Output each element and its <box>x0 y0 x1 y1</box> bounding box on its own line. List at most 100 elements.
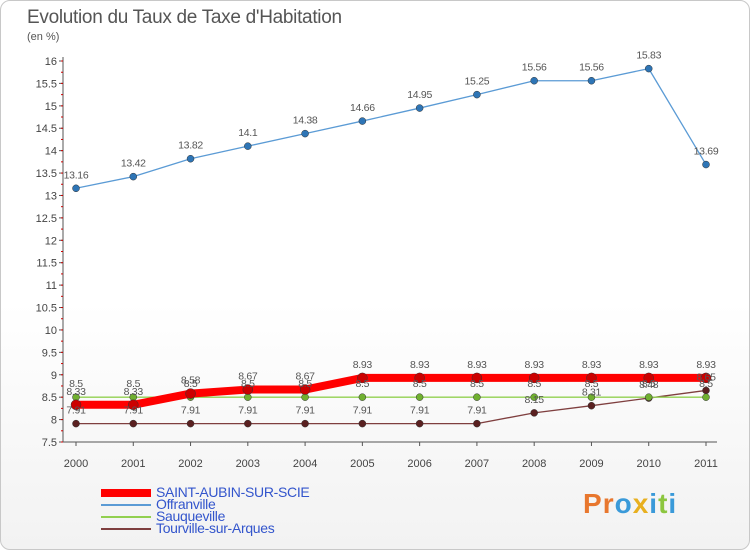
brand-letter: r <box>602 488 615 519</box>
data-point <box>702 160 710 169</box>
x-tick-label: 2007 <box>465 458 489 470</box>
x-tick-label: 2008 <box>522 458 546 470</box>
data-label: 8.93 <box>410 359 430 371</box>
y-tick-label: 12.5 <box>36 213 57 225</box>
data-point <box>72 184 80 193</box>
data-label: 13.42 <box>121 158 146 170</box>
y-tick-label: 11.5 <box>36 258 57 270</box>
data-point <box>70 399 82 411</box>
data-label: 15.56 <box>579 62 604 74</box>
data-label: 8.5 <box>642 378 656 390</box>
data-label: 8.48 <box>639 379 659 391</box>
x-tick-label: 2003 <box>236 458 260 470</box>
x-tick-label: 2004 <box>293 458 317 470</box>
y-tick-label: 9 <box>51 370 57 382</box>
brand-logo: Proxiti <box>583 488 677 520</box>
data-label: 8.5 <box>69 378 83 390</box>
data-point <box>358 117 367 125</box>
data-label: 8.5 <box>184 378 198 390</box>
data-point <box>587 76 596 85</box>
data-label: 14.1 <box>238 127 258 139</box>
data-point <box>587 401 596 410</box>
y-tick-label: 8.5 <box>42 392 57 404</box>
data-label: 13.82 <box>178 140 203 152</box>
data-label: 8.5 <box>298 378 312 390</box>
x-tick-label: 2001 <box>121 458 145 470</box>
brand-letter: o <box>614 488 633 519</box>
data-label: 7.91 <box>66 405 86 417</box>
data-label: 15.56 <box>522 62 547 74</box>
data-label: 7.91 <box>410 405 430 417</box>
brand-letter: i <box>649 488 659 519</box>
y-tick-label: 10 <box>45 325 57 337</box>
data-label: 8.15 <box>525 394 545 406</box>
y-tick-label: 15 <box>45 101 57 113</box>
data-point <box>700 372 712 384</box>
data-label: 7.91 <box>467 405 487 417</box>
data-label: 8.33 <box>124 386 144 398</box>
data-point <box>587 393 596 401</box>
legend-label: Tourville-sur-Arques <box>156 520 275 536</box>
data-label: 8.5 <box>241 378 255 390</box>
data-label: 15.25 <box>465 76 490 88</box>
x-tick-label: 2010 <box>636 458 660 470</box>
line-chart: 7.5 8 8.5 9 9.5 10 10.5 11 11.5 12 12.5 13 13.5 14 14.… <box>36 50 720 470</box>
brand-letter: x <box>632 488 650 519</box>
data-point <box>301 129 309 138</box>
x-tick-label: 2011 <box>694 458 718 470</box>
data-label: 8.5 <box>527 378 541 390</box>
data-label: 8.5 <box>356 378 370 390</box>
y-tick-label: 7.5 <box>42 437 57 449</box>
data-point <box>129 172 138 181</box>
data-label: 8.93 <box>582 359 602 371</box>
data-label: 8.67 <box>295 371 315 383</box>
legend-label: SAINT-AUBIN-SUR-SCIE <box>156 484 310 500</box>
brand-letter: P <box>583 488 603 519</box>
data-label: 8.5 <box>585 378 599 390</box>
data-label: 8.67 <box>238 371 258 383</box>
data-label: 7.91 <box>238 405 258 417</box>
series-line <box>76 373 706 409</box>
legend-label: Offranville <box>156 496 216 512</box>
data-point <box>473 419 481 428</box>
y-tick-label: 13 <box>45 190 57 202</box>
y-tick-label: 8 <box>51 415 57 427</box>
data-point <box>643 372 654 384</box>
data-point <box>530 409 538 417</box>
data-label: 7.91 <box>353 405 373 417</box>
data-point <box>244 419 252 428</box>
data-label: 8.93 <box>639 359 659 371</box>
data-label: 15.83 <box>636 50 661 62</box>
data-label: 8.31 <box>582 387 602 399</box>
data-point <box>473 90 481 99</box>
data-point <box>301 419 309 428</box>
chart-subtitle: (en %) <box>27 31 60 43</box>
data-point <box>129 419 138 428</box>
data-point <box>415 419 424 428</box>
y-tick-label: 14.5 <box>36 123 57 135</box>
brand-letter: i <box>668 488 678 519</box>
y-tick-label: 11 <box>46 280 57 292</box>
data-point <box>702 393 710 401</box>
data-label: 8.93 <box>525 359 545 371</box>
data-label: 8.65 <box>696 371 716 383</box>
brand-letter: t <box>658 488 669 519</box>
x-tick-label: 2006 <box>407 458 431 470</box>
y-tick-label: 16 <box>45 56 57 68</box>
data-label: 13.16 <box>64 169 89 181</box>
series-line <box>76 389 707 425</box>
data-point <box>471 372 483 384</box>
legend-swatch <box>101 528 151 530</box>
legend-swatch <box>101 489 151 497</box>
data-label: 13.69 <box>694 146 719 158</box>
data-point <box>414 372 425 384</box>
data-label: 7.91 <box>181 405 201 417</box>
data-label: 8.5 <box>470 378 484 390</box>
data-point <box>358 419 367 428</box>
data-label: 8.93 <box>467 359 487 371</box>
data-point <box>358 393 367 401</box>
data-point <box>185 388 196 399</box>
series-line <box>75 67 707 189</box>
legend-swatch <box>101 516 151 518</box>
